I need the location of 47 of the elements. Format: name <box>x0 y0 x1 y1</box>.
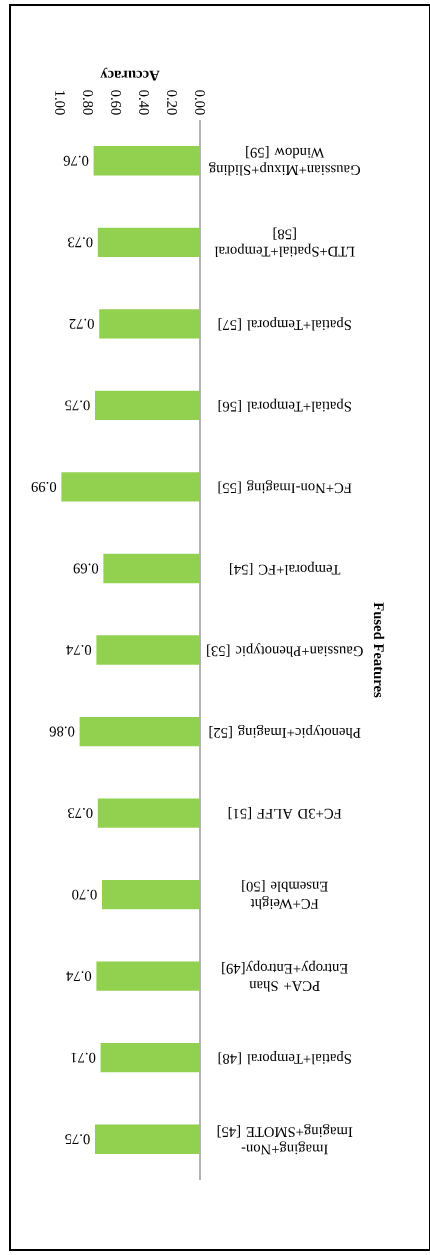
x-tick-label: 0.20 <box>167 90 177 115</box>
y-tick-label: FC+Non-Imaging [55] <box>218 480 352 494</box>
data-label: 0.73 <box>68 808 93 819</box>
y-tick-label: Spatial+Temporal [48] <box>218 1051 351 1065</box>
data-label: 0.76 <box>63 155 89 166</box>
x-tick-label: 1.00 <box>55 90 65 115</box>
data-label: 0.74 <box>66 971 92 982</box>
y-tick-label: Spatial+Temporal [57] <box>218 317 351 331</box>
y-tick-label: FC+3D ALFF [51] <box>228 807 342 820</box>
x-axis-title: Accuracy <box>100 67 160 81</box>
y-tick-label: Phenotypic+Imaging [52] <box>209 724 361 739</box>
bar <box>97 798 200 828</box>
data-label: 0.75 <box>65 400 90 411</box>
bar <box>96 635 200 665</box>
y-tick-label: FC+Weight Ensemble [50] <box>242 879 328 910</box>
y-tick-label: LTD+Spatial+Temporal [58] <box>214 227 355 258</box>
data-label: 0.99 <box>31 481 57 492</box>
bar <box>97 227 200 257</box>
data-label: 0.75 <box>65 1134 90 1145</box>
data-label: 0.70 <box>72 889 97 900</box>
data-label: 0.69 <box>73 563 99 574</box>
bar <box>93 146 200 176</box>
y-axis-title: Fused Features <box>373 602 385 698</box>
x-tick-label: 0.80 <box>83 90 93 115</box>
bar <box>103 553 200 584</box>
data-label: 0.72 <box>69 318 94 329</box>
bar <box>100 1043 200 1073</box>
y-tick-label: Imaging+Non-Imaging+SMOTE [45] <box>217 1124 353 1155</box>
data-label: 0.86 <box>49 726 75 737</box>
x-tick-label: 0.00 <box>195 90 205 115</box>
data-label: 0.71 <box>71 1052 96 1063</box>
bar <box>99 309 200 339</box>
data-label: 0.74 <box>66 645 92 655</box>
bar <box>96 961 200 991</box>
bar <box>102 879 200 910</box>
y-tick-label: PCA+ Shan Entropy+Entropy[49] <box>222 960 348 992</box>
bar <box>95 390 200 421</box>
bar <box>79 716 200 747</box>
data-label: 0.73 <box>68 237 93 248</box>
y-tick-label: Spatial+Temporal [56] <box>218 398 351 413</box>
bar <box>61 472 200 502</box>
x-tick-label: 0.60 <box>111 90 121 115</box>
y-tick-label: Gaussian+Phenotypic [53] <box>207 643 363 657</box>
bar <box>95 1124 200 1154</box>
x-tick-label: 0.40 <box>139 90 149 115</box>
y-tick-label: Gaussian+Mixup+Sliding Window [59] <box>209 146 360 176</box>
y-tick-label: Temporal+FC [54] <box>230 561 341 576</box>
